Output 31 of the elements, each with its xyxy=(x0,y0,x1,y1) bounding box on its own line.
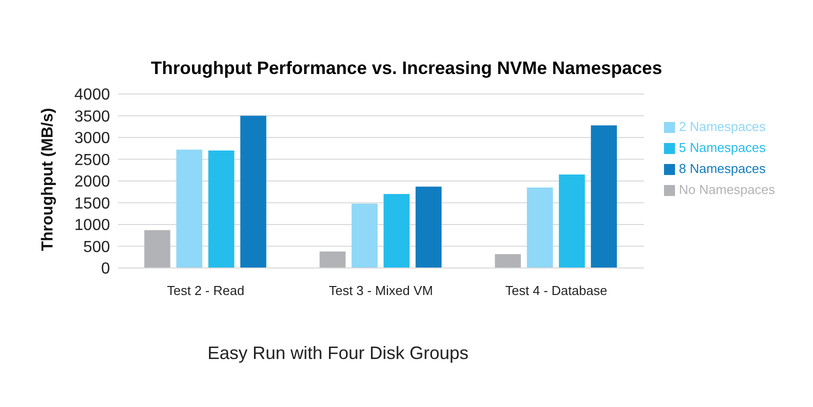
y-axis-title: Throughput (MB/s) xyxy=(40,108,57,251)
y-tick-label: 3000 xyxy=(74,130,110,148)
bar xyxy=(494,254,521,268)
bar xyxy=(320,251,346,268)
bar xyxy=(526,188,553,268)
y-tick-label: 0 xyxy=(101,260,110,278)
y-tick-label: 1000 xyxy=(74,217,110,234)
bar xyxy=(384,194,410,268)
legend-label: 8 Namespaces xyxy=(678,161,766,176)
legend-label: 5 Namespaces xyxy=(678,140,766,155)
bar xyxy=(208,150,234,268)
bar xyxy=(144,230,170,268)
bar xyxy=(240,116,266,268)
bar xyxy=(590,125,617,268)
legend-label: 2 Namespaces xyxy=(678,119,766,134)
legend-label: No Namespaces xyxy=(678,182,775,197)
bar xyxy=(558,174,585,268)
x-tick-label: Test 3 - Mixed VM xyxy=(328,283,433,298)
y-tick-label: 2000 xyxy=(74,174,110,191)
y-tick-label: 2500 xyxy=(74,152,110,169)
bar xyxy=(176,150,202,268)
y-tick-label: 500 xyxy=(83,238,110,256)
x-tick-label: Test 2 - Read xyxy=(166,283,244,298)
bar xyxy=(352,204,378,268)
x-axis-title: Easy Run with Four Disk Groups xyxy=(206,343,470,364)
y-tick-label: 3500 xyxy=(74,108,110,126)
y-tick-label: 4000 xyxy=(74,86,110,104)
x-tick-label: Test 4 - Database xyxy=(505,283,608,298)
chart-title: Throughput Performance vs. Increasing NVMe Namespaces xyxy=(150,58,664,79)
bar xyxy=(416,186,442,268)
y-tick-label: 1500 xyxy=(74,195,110,212)
